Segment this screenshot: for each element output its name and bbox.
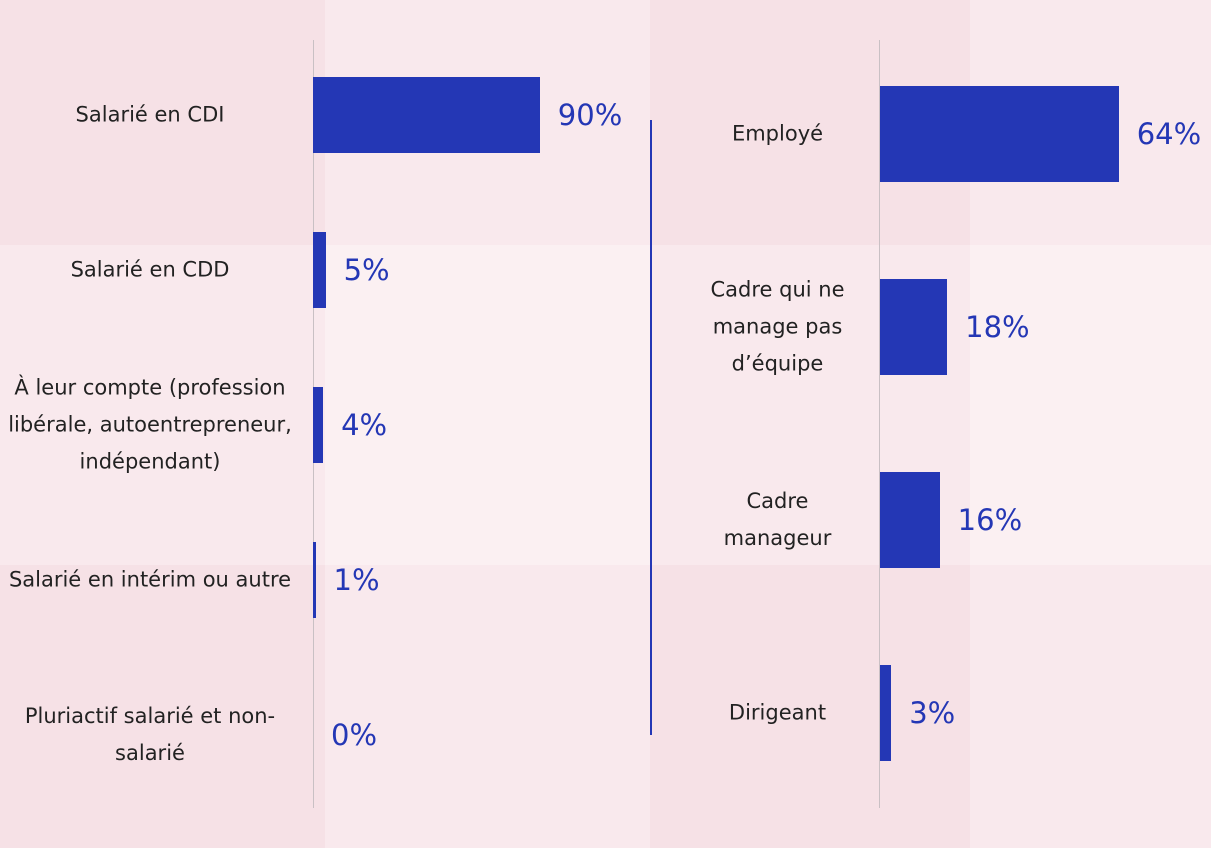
value-label: 4%: [341, 408, 387, 442]
category-label: Pluriactif salarié et non-salarié: [0, 698, 300, 772]
category-label: Salarié en CDI: [0, 97, 300, 134]
bar: [313, 387, 323, 463]
value-label: 18%: [965, 310, 1029, 344]
category-label: Employé: [690, 116, 865, 153]
value-label: 3%: [909, 696, 955, 730]
bar: [880, 665, 891, 761]
value-label: 0%: [331, 718, 377, 752]
bar: [880, 86, 1119, 182]
category-label: Salarié en intérim ou autre: [0, 562, 300, 599]
background-tile: [325, 245, 650, 565]
bar: [313, 232, 326, 308]
bar: [313, 77, 540, 153]
bar: [880, 472, 940, 568]
category-label: Cadre qui ne manage pas d’équipe: [690, 272, 865, 383]
category-label: Cadre manageur: [690, 483, 865, 557]
value-label: 16%: [958, 503, 1022, 537]
bar: [313, 542, 316, 618]
separator: [650, 120, 652, 735]
category-label: À leur compte (profession libérale, auto…: [0, 370, 300, 481]
page: (() => { const data = JSON.parse(documen…: [0, 0, 1211, 848]
bar: [880, 279, 947, 375]
category-label: Dirigeant: [690, 695, 865, 732]
value-label: 90%: [558, 98, 622, 132]
value-label: 5%: [344, 253, 390, 287]
category-label: Salarié en CDD: [0, 252, 300, 289]
value-label: 64%: [1137, 117, 1201, 151]
value-label: 1%: [334, 563, 380, 597]
